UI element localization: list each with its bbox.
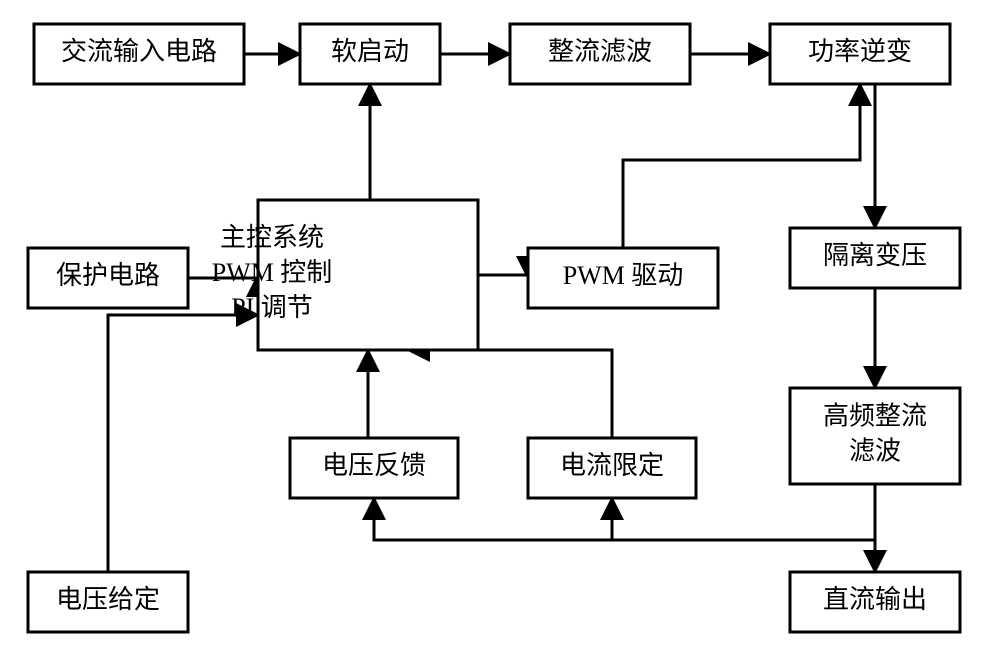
node-dcout: 直流输出 <box>790 572 960 632</box>
edge-main-to-soft <box>368 84 370 200</box>
node-vfb: 电压反馈 <box>290 438 458 498</box>
node-inv-label-0: 功率逆变 <box>808 37 912 66</box>
node-vfb-label-0: 电压反馈 <box>322 451 426 480</box>
node-main: 主控系统 PWM 控制 PI 调节 <box>212 200 478 350</box>
node-prot: 保护电路 <box>28 248 188 308</box>
edge-pwm-to-inv <box>623 84 860 248</box>
node-ilim-label-0: 电流限定 <box>560 451 664 480</box>
node-pwm: PWM 驱动 <box>528 248 718 308</box>
edge-vfb-to-main <box>368 350 374 438</box>
edge-vref-to-main <box>108 315 258 572</box>
node-pwm-label-0: PWM 驱动 <box>563 261 684 290</box>
node-hfrect-label-1: 滤波 <box>849 437 901 466</box>
node-main-label-1: PWM 控制 <box>212 258 333 287</box>
node-main-label-0: 主控系统 <box>220 223 324 252</box>
node-prot-label-0: 保护电路 <box>56 261 160 290</box>
node-vref-label-0: 电压给定 <box>56 585 160 614</box>
node-ac_in: 交流输入电路 <box>34 24 244 84</box>
node-rect-label-0: 整流滤波 <box>548 37 652 66</box>
node-hfrect: 高频整流滤波 <box>790 388 960 484</box>
edge-inv-to-iso <box>860 84 875 228</box>
edge-main-to-pwm <box>478 275 528 278</box>
node-main-label-2: PI 调节 <box>231 293 313 322</box>
node-ilim: 电流限定 <box>528 438 696 498</box>
node-dcout-label-0: 直流输出 <box>823 585 927 614</box>
block-diagram: 交流输入电路 软启动 整流滤波 功率逆变隔离变压高频整流滤波直流输出 主控系统 PWM 控… <box>0 0 1000 658</box>
node-vref: 电压给定 <box>28 572 188 632</box>
node-iso: 隔离变压 <box>790 228 960 288</box>
node-rect: 整流滤波 <box>510 24 690 84</box>
node-ac_in-label-0: 交流输入电路 <box>61 37 217 66</box>
node-iso-label-0: 隔离变压 <box>823 241 927 270</box>
edge-ilim-to-main <box>408 350 612 438</box>
node-soft: 软启动 <box>300 24 440 84</box>
node-hfrect-label-0: 高频整流 <box>823 401 927 430</box>
node-soft-label-0: 软启动 <box>331 37 409 66</box>
node-inv: 功率逆变 <box>770 24 950 84</box>
